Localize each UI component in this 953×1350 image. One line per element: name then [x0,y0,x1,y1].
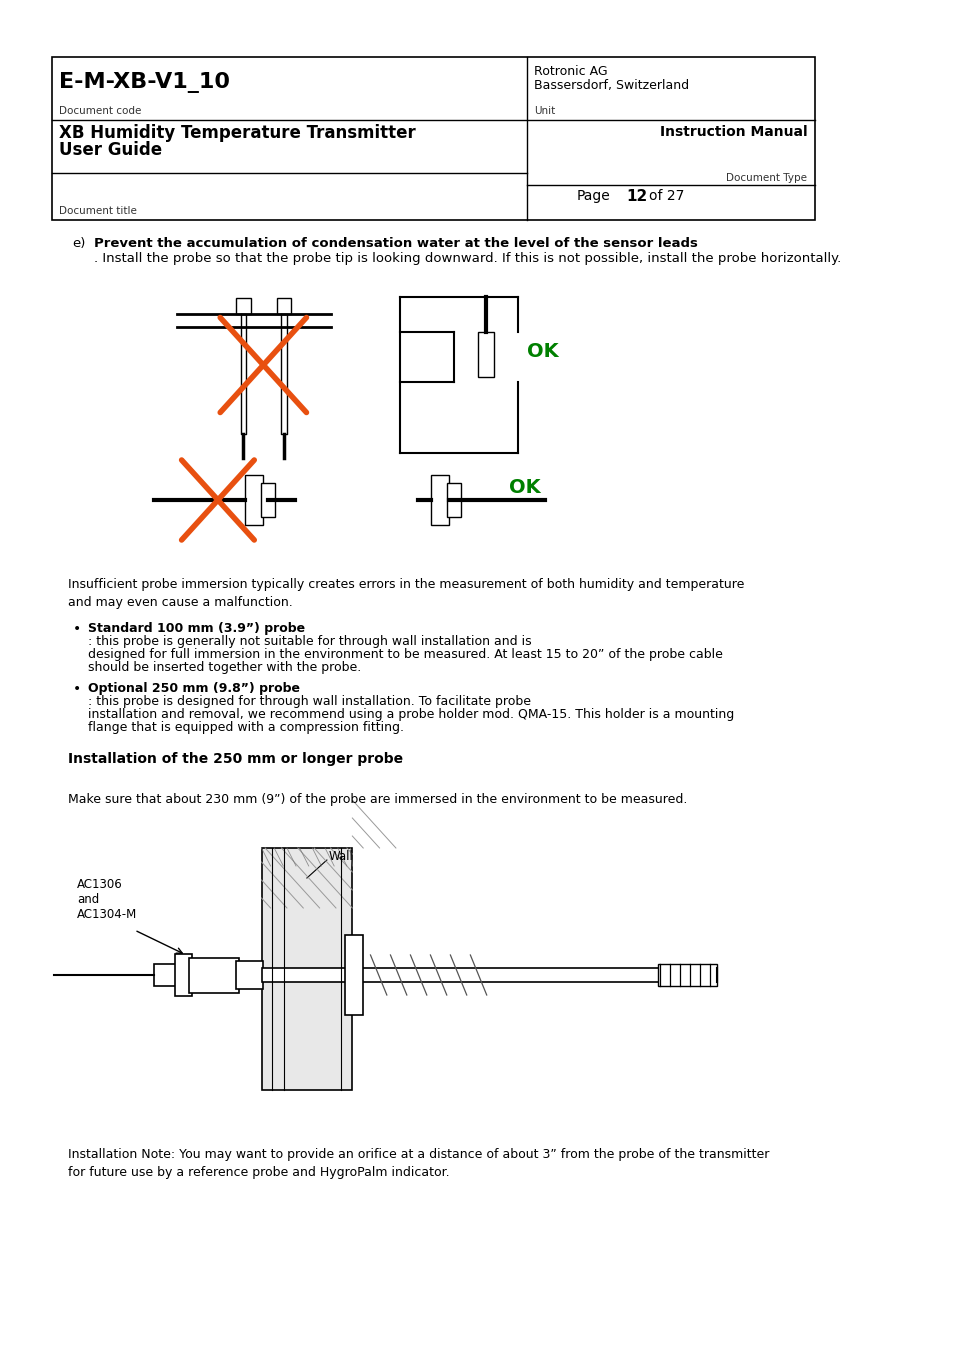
Text: •: • [72,622,81,636]
Bar [431,475,449,525]
Text: : this probe is generally not suitable for through wall installation and is: : this probe is generally not suitable f… [88,634,531,648]
Text: : this probe is designed for through wall installation. To facilitate probe: : this probe is designed for through wal… [88,695,531,707]
Text: E-M-XB-V1_10: E-M-XB-V1_10 [59,72,230,93]
Text: Prevent the accumulation of condensation water at the level of the sensor leads: Prevent the accumulation of condensation… [93,238,697,250]
Bar [235,298,251,315]
Text: Instruction Manual: Instruction Manual [659,126,806,139]
Text: Rotronic AG: Rotronic AG [534,65,607,78]
Text: Installation Note: You may want to provide an orifice at a distance of about 3” : Installation Note: You may want to provi… [68,1148,769,1179]
Text: Page: Page [576,189,610,202]
Text: 12: 12 [626,189,647,204]
Text: Wall: Wall [329,850,354,863]
Text: Document Type: Document Type [725,173,806,184]
Bar [345,936,363,1015]
Text: Document title: Document title [59,207,136,216]
Text: designed for full immersion in the environment to be measured. At least 15 to 20: designed for full immersion in the envir… [88,648,722,662]
Text: installation and removal, we recommend using a probe holder mod. QMA-15. This ho: installation and removal, we recommend u… [88,707,734,721]
Text: and: and [77,892,99,906]
Bar [235,961,263,990]
Bar [446,483,461,517]
Text: of 27: of 27 [649,189,684,202]
Text: AC1306: AC1306 [77,878,123,891]
Bar [154,964,177,986]
Text: flange that is equipped with a compression fitting.: flange that is equipped with a compressi… [88,721,404,734]
Text: AC1304-M: AC1304-M [77,909,137,921]
Text: e): e) [72,238,86,250]
Bar [260,483,274,517]
Bar [261,968,717,981]
Text: OK: OK [526,342,558,360]
Text: Standard 100 mm (3.9”) probe: Standard 100 mm (3.9”) probe [88,622,305,634]
Text: •: • [72,682,81,697]
Text: OK: OK [508,478,539,497]
Text: . Install the probe so that the probe tip is looking downward. If this is not po: . Install the probe so that the probe ti… [93,252,840,265]
Bar [477,332,494,377]
Text: Document code: Document code [59,107,141,116]
Text: XB Humidity Temperature Transmitter: XB Humidity Temperature Transmitter [59,124,416,142]
Text: Optional 250 mm (9.8”) probe: Optional 250 mm (9.8”) probe [88,682,300,695]
Bar [175,954,192,996]
Text: Insufficient probe immersion typically creates errors in the measurement of both: Insufficient probe immersion typically c… [68,578,743,609]
Bar [658,964,717,986]
Text: Bassersdorf, Switzerland: Bassersdorf, Switzerland [534,80,688,92]
Bar [245,475,263,525]
Bar [189,957,238,992]
Bar [261,848,352,1089]
Text: should be inserted together with the probe.: should be inserted together with the pro… [88,662,361,674]
Bar [276,298,292,315]
Text: Installation of the 250 mm or longer probe: Installation of the 250 mm or longer pro… [68,752,403,765]
Text: Make sure that about 230 mm (9”) of the probe are immersed in the environment to: Make sure that about 230 mm (9”) of the … [68,792,687,806]
Text: Unit: Unit [534,107,555,116]
Text: User Guide: User Guide [59,140,162,159]
